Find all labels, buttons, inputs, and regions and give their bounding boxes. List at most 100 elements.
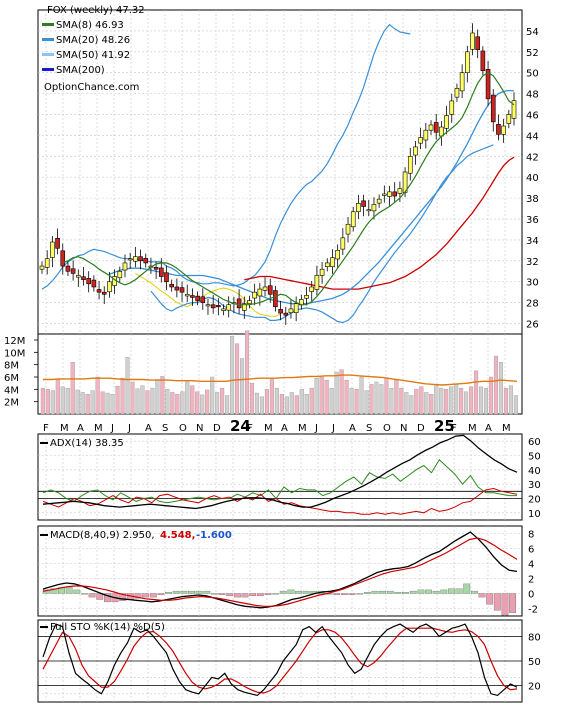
volume-bar [498,362,503,415]
volume-bar [145,390,150,415]
candle-body [418,137,423,144]
macd-histogram-bar [180,590,188,594]
candle-body [247,300,252,304]
legend-entry: SMA(50) 41.92 [56,50,130,61]
volume-bar [483,387,489,415]
volume-tick-label: 10M [4,348,25,359]
candle-body [96,289,102,293]
volume-bar [200,394,205,415]
sma8-line [62,72,515,306]
macd-histogram-bar [134,593,142,599]
candle-body [138,256,143,262]
candle-body [449,100,455,115]
month-label: A [77,423,84,434]
month-label: A [281,423,288,434]
price-tick-label: 50 [526,69,539,80]
volume-bar [404,392,409,415]
macd-histogram-bar [226,593,234,597]
volume-bar [120,378,125,415]
legend-swatch [42,23,54,26]
candle-body [226,304,232,311]
macd-histogram-bar [363,592,371,594]
price-tick-label: 34 [526,236,539,247]
candle-body [288,308,294,313]
macd-histogram-bar [379,590,387,594]
candle-body [76,275,81,278]
candle-body [340,237,346,250]
volume-bar [125,357,130,415]
month-label: O [179,423,187,434]
candle-body [475,36,480,51]
candle-body [465,51,470,74]
candle-body [81,276,86,280]
candle-body [117,270,123,279]
volume-bar [314,378,319,415]
candle-body [433,122,439,133]
volume-bar [50,390,55,415]
volume-bar [374,381,379,415]
month-label: A [145,423,152,434]
volume-bar [444,389,449,415]
volume-bar [309,387,314,415]
candle-body [184,293,190,297]
candle-body [273,290,278,308]
candle-body [366,209,372,212]
volume-bar [165,389,170,415]
volume-bar [508,385,513,415]
adx-legend: ADX(14) 38.35 [50,438,124,449]
candle-body [506,114,512,124]
price-tick-label: 54 [526,27,539,38]
macd-histogram-bar [425,589,432,594]
candle-body [283,312,289,316]
candle-body [345,223,351,235]
legend-entry: FOX (weekly) 47.32 [47,5,145,16]
price-tick-label: 48 [526,90,539,101]
price-tick-label: 46 [526,111,539,122]
candle-body [309,286,315,292]
candle-body [101,291,107,295]
macd-tick-label: 6 [528,545,534,556]
volume-tick-label: 12M [4,336,25,347]
macd-histogram-bar [65,587,73,594]
candle-body [164,272,169,283]
volume-bar [414,389,419,415]
candle-body [70,268,76,274]
candle-body [257,288,263,297]
candle-body [133,256,138,262]
volume-bar [85,394,90,415]
candle-body [470,32,475,50]
volume-tick-label: 8M [4,361,19,372]
volume-bar [409,395,414,415]
adx-tick-label: 60 [528,437,541,448]
candle-body [174,286,180,291]
stoch-tick-label: 50 [528,657,541,668]
macd-histogram-bar [341,593,348,595]
candle-body [169,283,174,288]
macd-tick-label: 0 [528,590,534,601]
volume-bar [185,381,190,415]
month-label: D [213,423,221,434]
volume-bar [294,395,299,415]
adx-tick-label: 40 [528,466,541,477]
volume-bar [100,391,105,415]
volume-bar [389,387,394,415]
macd-histogram-bar [203,590,211,594]
macd-histogram-bar [348,593,356,595]
volume-bar [399,387,404,415]
macd-line [42,531,518,609]
macd-histogram-bar [455,588,463,594]
volume-bar [493,355,498,415]
candle-body [39,265,45,270]
volume-bar [503,387,508,415]
candle-body [107,281,112,293]
candle-body [44,258,50,268]
volume-bar [135,388,140,415]
volume-bar [264,389,269,415]
volume-bar [369,384,374,415]
volume-bar [434,385,439,415]
macd-histogram-bar [486,593,494,605]
adx-panel-frame [37,433,523,521]
macd-tick-label: 2 [528,575,534,586]
macd-histogram-bar [188,590,195,594]
volume-tick-label: 4M [4,385,19,396]
